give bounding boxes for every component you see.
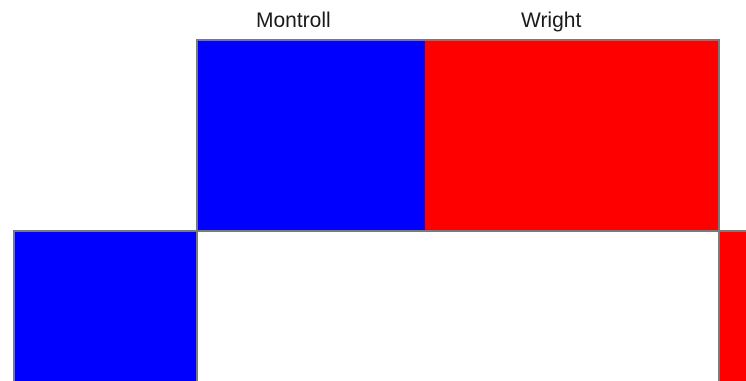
montroll-bottom-block xyxy=(13,231,196,381)
wright-bottom-block xyxy=(720,231,746,381)
left-edge-line xyxy=(196,40,198,381)
wright-top-block xyxy=(425,40,720,231)
right-edge-line xyxy=(718,40,720,381)
far-left-edge-line xyxy=(13,230,15,381)
middle-edge-line xyxy=(13,230,746,232)
label-wright: Wright xyxy=(521,9,582,32)
top-edge-line xyxy=(196,39,720,41)
label-montroll: Montroll xyxy=(256,9,331,32)
montroll-top-block xyxy=(196,40,425,231)
